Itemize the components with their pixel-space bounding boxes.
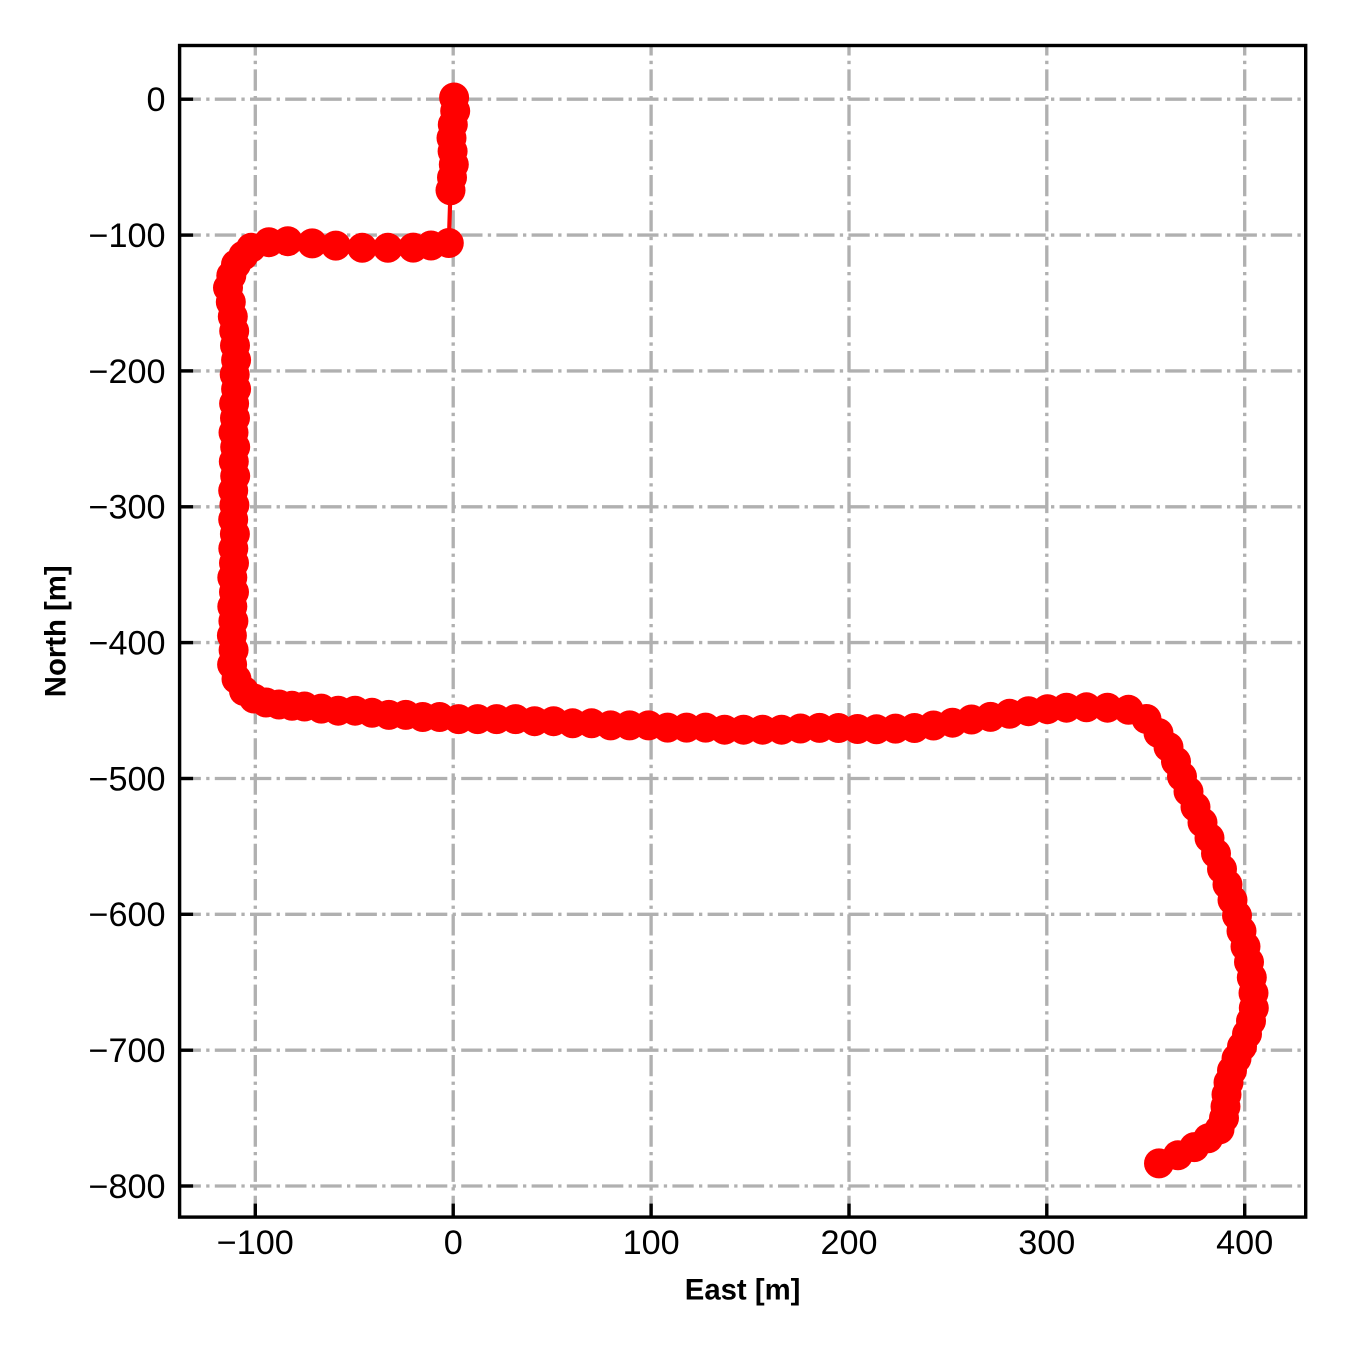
svg-text:0: 0: [146, 81, 165, 119]
svg-text:200: 200: [820, 1224, 877, 1262]
svg-text:−100: −100: [217, 1224, 294, 1262]
svg-text:−800: −800: [88, 1168, 165, 1206]
svg-text:East [m]: East [m]: [685, 1274, 801, 1307]
svg-text:−100: −100: [88, 217, 165, 255]
svg-text:400: 400: [1216, 1224, 1273, 1262]
svg-text:100: 100: [623, 1224, 680, 1262]
svg-text:North [m]: North [m]: [40, 565, 73, 697]
svg-text:−300: −300: [88, 489, 165, 527]
svg-text:−200: −200: [88, 353, 165, 391]
svg-text:−500: −500: [88, 760, 165, 798]
svg-text:300: 300: [1018, 1224, 1075, 1262]
svg-text:0: 0: [444, 1224, 463, 1262]
svg-text:−700: −700: [88, 1032, 165, 1070]
svg-text:−600: −600: [88, 896, 165, 934]
svg-text:−400: −400: [88, 625, 165, 663]
